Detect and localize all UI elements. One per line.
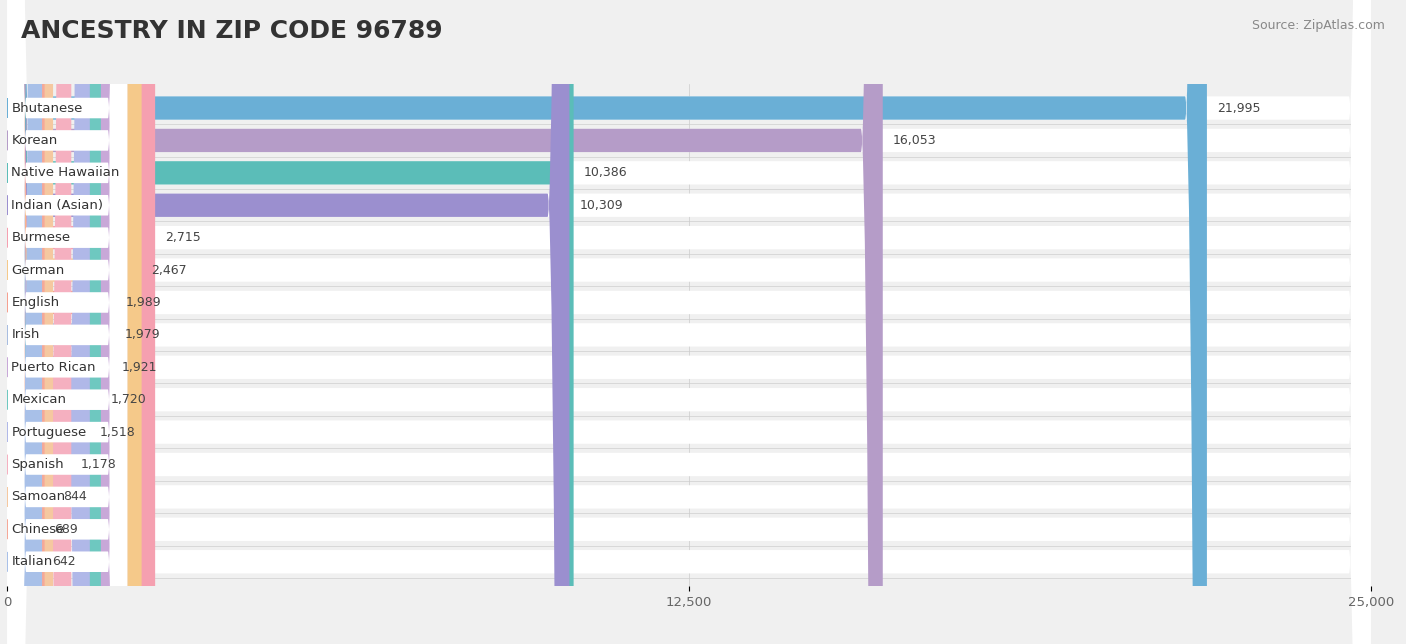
Text: Bhutanese: Bhutanese xyxy=(11,102,83,115)
FancyBboxPatch shape xyxy=(7,0,127,644)
Text: 642: 642 xyxy=(52,555,76,568)
Text: Spanish: Spanish xyxy=(11,458,65,471)
Text: 689: 689 xyxy=(55,523,79,536)
FancyBboxPatch shape xyxy=(7,0,127,644)
FancyBboxPatch shape xyxy=(7,0,1371,644)
FancyBboxPatch shape xyxy=(7,0,1371,644)
FancyBboxPatch shape xyxy=(7,0,127,644)
FancyBboxPatch shape xyxy=(7,0,127,644)
FancyBboxPatch shape xyxy=(7,0,1371,644)
Text: Native Hawaiian: Native Hawaiian xyxy=(11,166,120,179)
Text: 1,178: 1,178 xyxy=(82,458,117,471)
Text: Chinese: Chinese xyxy=(11,523,65,536)
FancyBboxPatch shape xyxy=(7,0,883,644)
Text: 10,386: 10,386 xyxy=(583,166,627,179)
Text: Mexican: Mexican xyxy=(11,393,66,406)
FancyBboxPatch shape xyxy=(7,0,1206,644)
FancyBboxPatch shape xyxy=(7,0,127,644)
Text: Samoan: Samoan xyxy=(11,491,66,504)
FancyBboxPatch shape xyxy=(7,0,1371,644)
FancyBboxPatch shape xyxy=(7,0,1371,644)
FancyBboxPatch shape xyxy=(7,0,1371,644)
FancyBboxPatch shape xyxy=(7,0,127,644)
Text: English: English xyxy=(11,296,59,309)
Text: 1,989: 1,989 xyxy=(125,296,160,309)
Text: 1,979: 1,979 xyxy=(125,328,160,341)
FancyBboxPatch shape xyxy=(7,0,127,644)
FancyBboxPatch shape xyxy=(7,0,1371,644)
Text: 10,309: 10,309 xyxy=(579,199,623,212)
FancyBboxPatch shape xyxy=(7,0,101,644)
Text: 21,995: 21,995 xyxy=(1216,102,1260,115)
FancyBboxPatch shape xyxy=(7,0,127,644)
Text: 1,518: 1,518 xyxy=(100,426,135,439)
Text: 2,467: 2,467 xyxy=(152,263,187,276)
FancyBboxPatch shape xyxy=(7,0,127,644)
Text: Indian (Asian): Indian (Asian) xyxy=(11,199,104,212)
Text: Burmese: Burmese xyxy=(11,231,70,244)
FancyBboxPatch shape xyxy=(7,0,1371,644)
Text: Portuguese: Portuguese xyxy=(11,426,87,439)
FancyBboxPatch shape xyxy=(7,0,45,644)
FancyBboxPatch shape xyxy=(7,0,90,644)
FancyBboxPatch shape xyxy=(7,0,1371,644)
Text: ANCESTRY IN ZIP CODE 96789: ANCESTRY IN ZIP CODE 96789 xyxy=(21,19,443,43)
FancyBboxPatch shape xyxy=(7,0,127,644)
Text: Irish: Irish xyxy=(11,328,39,341)
FancyBboxPatch shape xyxy=(7,0,127,644)
FancyBboxPatch shape xyxy=(7,0,142,644)
Text: 844: 844 xyxy=(63,491,87,504)
Text: 1,720: 1,720 xyxy=(111,393,146,406)
FancyBboxPatch shape xyxy=(7,0,1371,644)
FancyBboxPatch shape xyxy=(7,0,1371,644)
FancyBboxPatch shape xyxy=(7,0,53,644)
FancyBboxPatch shape xyxy=(7,0,127,644)
FancyBboxPatch shape xyxy=(7,0,112,644)
Text: Italian: Italian xyxy=(11,555,52,568)
FancyBboxPatch shape xyxy=(7,0,72,644)
Text: 1,921: 1,921 xyxy=(122,361,157,374)
FancyBboxPatch shape xyxy=(7,0,1371,644)
FancyBboxPatch shape xyxy=(7,0,1371,644)
Text: 2,715: 2,715 xyxy=(165,231,201,244)
FancyBboxPatch shape xyxy=(7,0,127,644)
FancyBboxPatch shape xyxy=(7,0,115,644)
Text: Puerto Rican: Puerto Rican xyxy=(11,361,96,374)
FancyBboxPatch shape xyxy=(7,0,115,644)
FancyBboxPatch shape xyxy=(7,0,127,644)
Text: 16,053: 16,053 xyxy=(893,134,936,147)
Text: German: German xyxy=(11,263,65,276)
FancyBboxPatch shape xyxy=(7,0,155,644)
FancyBboxPatch shape xyxy=(7,0,127,644)
Text: Korean: Korean xyxy=(11,134,58,147)
Text: Source: ZipAtlas.com: Source: ZipAtlas.com xyxy=(1251,19,1385,32)
FancyBboxPatch shape xyxy=(7,0,569,644)
FancyBboxPatch shape xyxy=(7,0,1371,644)
FancyBboxPatch shape xyxy=(7,0,42,644)
FancyBboxPatch shape xyxy=(7,0,574,644)
FancyBboxPatch shape xyxy=(7,0,1371,644)
